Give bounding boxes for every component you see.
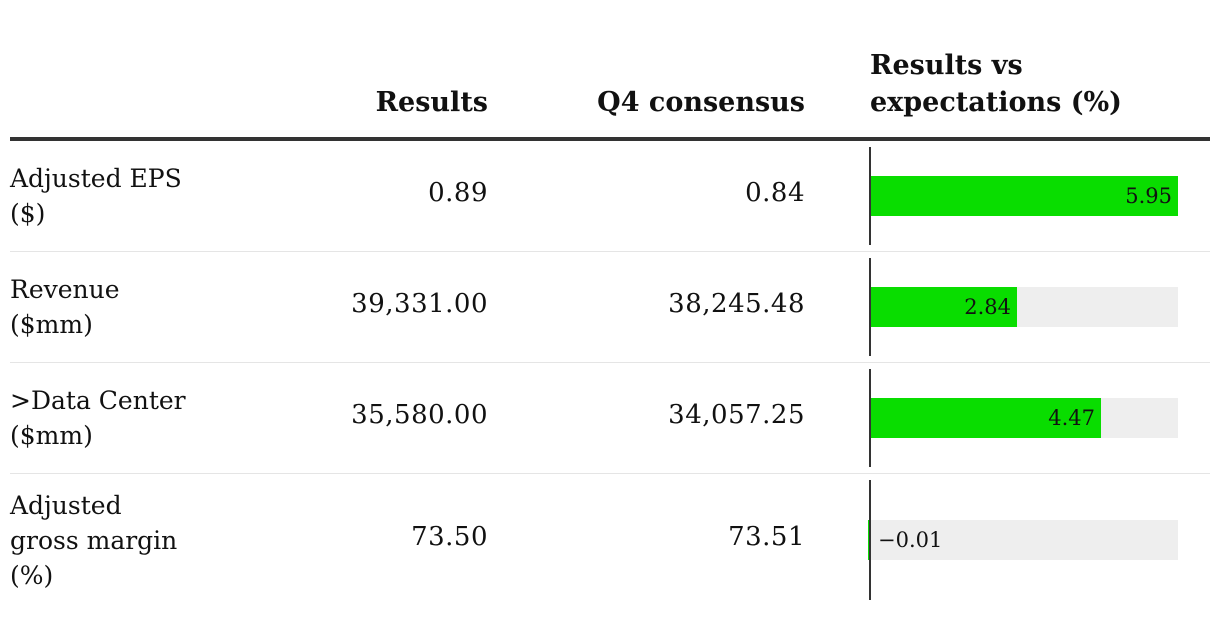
bar-value-label: 2.84	[964, 295, 1011, 319]
table-row: Adjusted EPS ($) 0.89 0.84 5.95	[10, 141, 1210, 252]
bar-fill	[870, 398, 1101, 438]
bar-track: 2.84	[870, 287, 1178, 327]
results-value: 0.89	[428, 178, 488, 208]
bar-track: 4.47	[870, 398, 1178, 438]
bar-fill	[870, 287, 1017, 327]
bar-value-label: 5.95	[1125, 184, 1172, 208]
table-header: Results Q4 consensus Results vs expectat…	[10, 40, 1210, 141]
results-value: 35,580.00	[351, 400, 488, 430]
table-row: >Data Center ($mm) 35,580.00 34,057.25 4.47	[10, 363, 1210, 474]
row-label: >Data Center ($mm)	[10, 386, 186, 450]
row-label: Adjusted EPS ($)	[10, 164, 182, 228]
header-results-vs-expectations: Results vs expectations (%)	[870, 50, 1122, 118]
consensus-value: 0.84	[745, 178, 805, 208]
results-table: Results Q4 consensus Results vs expectat…	[10, 40, 1210, 606]
table-body: Adjusted EPS ($) 0.89 0.84 5.95 Revenue ($mm…	[10, 141, 1210, 606]
row-label: Adjusted gross margin (%)	[10, 491, 178, 590]
bar-cell: −0.01	[868, 474, 1178, 606]
zero-axis-line	[869, 258, 871, 356]
table-row: Revenue ($mm) 39,331.00 38,245.48 2.84	[10, 252, 1210, 363]
bar-value-label: −0.01	[878, 528, 943, 552]
header-consensus: Q4 consensus	[597, 87, 805, 118]
bar-track: 5.95	[870, 176, 1178, 216]
consensus-value: 73.51	[728, 522, 805, 552]
bar-track: −0.01	[868, 520, 1178, 560]
bar-cell: 5.95	[869, 141, 1178, 251]
zero-axis-line	[869, 147, 871, 245]
bar-value-label: 4.47	[1048, 406, 1095, 430]
consensus-value: 38,245.48	[668, 289, 805, 319]
bar-fill	[870, 176, 1178, 216]
results-value: 39,331.00	[351, 289, 488, 319]
row-label: Revenue ($mm)	[10, 275, 120, 339]
zero-axis-line	[869, 480, 871, 600]
bar-cell: 4.47	[869, 363, 1178, 473]
consensus-value: 34,057.25	[668, 400, 805, 430]
results-value: 73.50	[411, 522, 488, 552]
bar-cell: 2.84	[869, 252, 1178, 362]
zero-axis-line	[869, 369, 871, 467]
header-results: Results	[375, 87, 488, 118]
table-row: Adjusted gross margin (%) 73.50 73.51 −0.01	[10, 474, 1210, 606]
